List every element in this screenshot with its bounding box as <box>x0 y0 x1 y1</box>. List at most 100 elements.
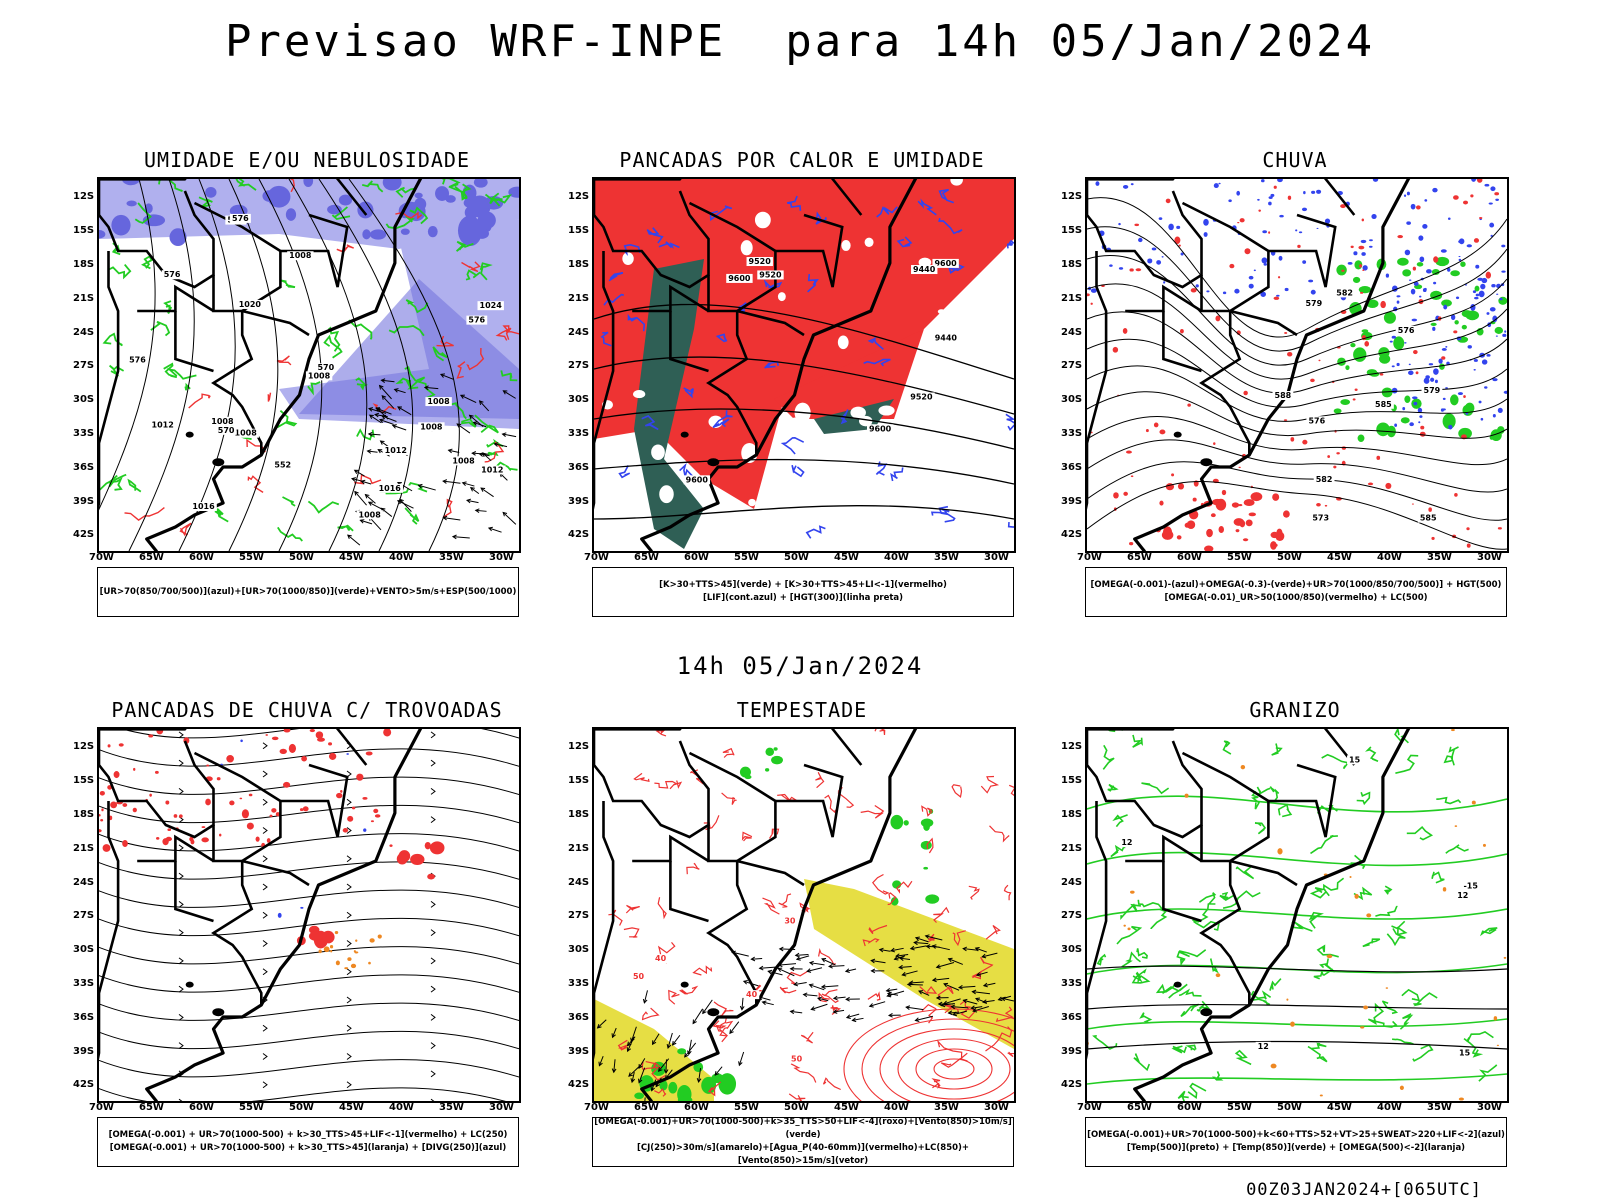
lif-blue-contour <box>863 358 891 367</box>
wind-arrowhead <box>870 958 876 964</box>
lon-tick-label: 60W <box>684 1102 709 1113</box>
wind-arrowhead <box>702 1009 707 1015</box>
wind-arrowhead <box>795 956 801 961</box>
thunder-orange-cell <box>318 949 322 954</box>
omega-blue-cell <box>1442 397 1446 400</box>
wind850-vector <box>943 983 960 991</box>
lon-tick-label: 40W <box>389 552 414 563</box>
humidity-green-contour <box>356 428 375 441</box>
temp850-green-contour <box>1116 925 1143 945</box>
wind-arrowhead <box>738 1061 743 1067</box>
wind850-vector <box>963 999 978 1005</box>
rain-red-cell <box>1479 216 1483 219</box>
rain-red-cell <box>1174 236 1181 244</box>
wind-arrowhead <box>391 424 397 429</box>
water-red-contour <box>1003 884 1012 901</box>
water-red-contour <box>821 989 839 1004</box>
omega-blue-cell <box>1396 300 1400 304</box>
legend-box: [OMEGA(-0.001)+UR>70(1000-500)+k>35_TTS>… <box>592 1117 1014 1167</box>
flow-arrow <box>178 844 184 852</box>
omega-blue-cell <box>1478 400 1482 404</box>
lat-tick-label: 36S <box>568 1011 590 1023</box>
omega-blue-cell <box>1391 387 1398 394</box>
omega-blue-cell <box>1410 203 1416 210</box>
humidity-green-contour <box>166 368 197 380</box>
contour-label-bg <box>789 1054 805 1064</box>
omega-blue-cell <box>1418 421 1421 424</box>
thunder-red-cell <box>219 833 222 837</box>
flow-arrow <box>430 1098 435 1101</box>
rain-red-cell <box>1412 266 1417 271</box>
omega-blue-cell <box>1284 287 1289 292</box>
wind-arrowhead <box>611 1033 616 1039</box>
map-plot: 40 50 50 40 30 <box>592 727 1016 1103</box>
contour-label-bg <box>418 422 445 432</box>
map-svg <box>99 729 519 1101</box>
thickness-red-contour <box>461 261 481 273</box>
thunder-red-cell <box>226 754 234 763</box>
omega-blue-cell <box>1422 224 1428 229</box>
instability-green-area <box>634 259 704 549</box>
omega-blue-cell <box>1404 342 1407 344</box>
water-red-contour <box>937 986 954 999</box>
contour-label-bg <box>466 315 488 325</box>
humidity-green-contour <box>361 180 384 193</box>
water-red-contour <box>788 1093 806 1101</box>
humidity-green-contour <box>102 332 123 347</box>
omega500-orange-cell <box>1458 1097 1465 1101</box>
lat-tick-label: 27S <box>1061 910 1083 922</box>
wind-arrowhead <box>368 407 374 412</box>
isobar <box>128 179 195 551</box>
clear-cell <box>845 483 857 491</box>
rain-red-cell <box>1135 268 1142 272</box>
wind-arrowhead <box>350 477 357 482</box>
humidity-blue-cell <box>457 215 482 246</box>
water-red-contour <box>777 793 799 802</box>
omega-blue-cell <box>1447 267 1451 272</box>
omega-green-cell <box>1490 429 1502 442</box>
humidity-green-contour <box>337 524 354 532</box>
wind850-vector <box>795 953 809 956</box>
temp850-green-contour <box>1391 920 1408 936</box>
lat-tick-label: 27S <box>1061 360 1083 372</box>
lat-tick-label: 27S <box>73 910 95 922</box>
rain-red-cell <box>1327 455 1331 459</box>
wind-vector <box>443 517 461 521</box>
flow-arrow <box>430 759 436 767</box>
thunder-red-cell <box>315 731 324 739</box>
lake <box>1173 981 1182 988</box>
wind850-green-cell <box>925 894 940 904</box>
wind-arrowhead <box>947 1010 953 1016</box>
wind-arrowhead <box>935 995 941 1001</box>
hgt500-streamline <box>1087 365 1507 422</box>
contour-label: 1012 <box>385 446 407 455</box>
water-red-contour <box>936 1039 968 1060</box>
rain-red-cell <box>1316 502 1321 507</box>
rain-red-cell <box>1324 504 1328 507</box>
humidity-core <box>299 279 519 419</box>
wind850-vector <box>871 960 886 964</box>
state-border <box>137 834 215 863</box>
water-red-contour <box>719 1020 734 1037</box>
thunder-red-cell <box>336 792 343 799</box>
humidity-green-contour <box>307 381 321 396</box>
wind-arrowhead <box>469 487 475 492</box>
rain-red-cell <box>1237 221 1240 224</box>
omega-blue-cell <box>1203 232 1208 237</box>
lon-tick-label: 40W <box>1377 1102 1402 1113</box>
wind850-vector <box>983 999 995 1003</box>
thunder-red-cell <box>328 742 333 746</box>
wind-arrowhead <box>367 431 373 437</box>
flow-arrow <box>346 996 352 1004</box>
wind850-vector <box>915 1015 934 1021</box>
clear-cell <box>651 444 665 460</box>
clear-cell <box>850 406 866 419</box>
wind850-vector <box>627 1036 636 1046</box>
wind-arrowhead <box>684 1052 689 1058</box>
omega-green-cell <box>1366 299 1379 309</box>
contour-label: 1008 <box>235 429 258 438</box>
rain-red-cell <box>1221 489 1227 496</box>
contour-label: 588 <box>1275 391 1292 400</box>
rain-red-cell <box>1179 328 1184 334</box>
rain-red-cell <box>1090 302 1093 305</box>
